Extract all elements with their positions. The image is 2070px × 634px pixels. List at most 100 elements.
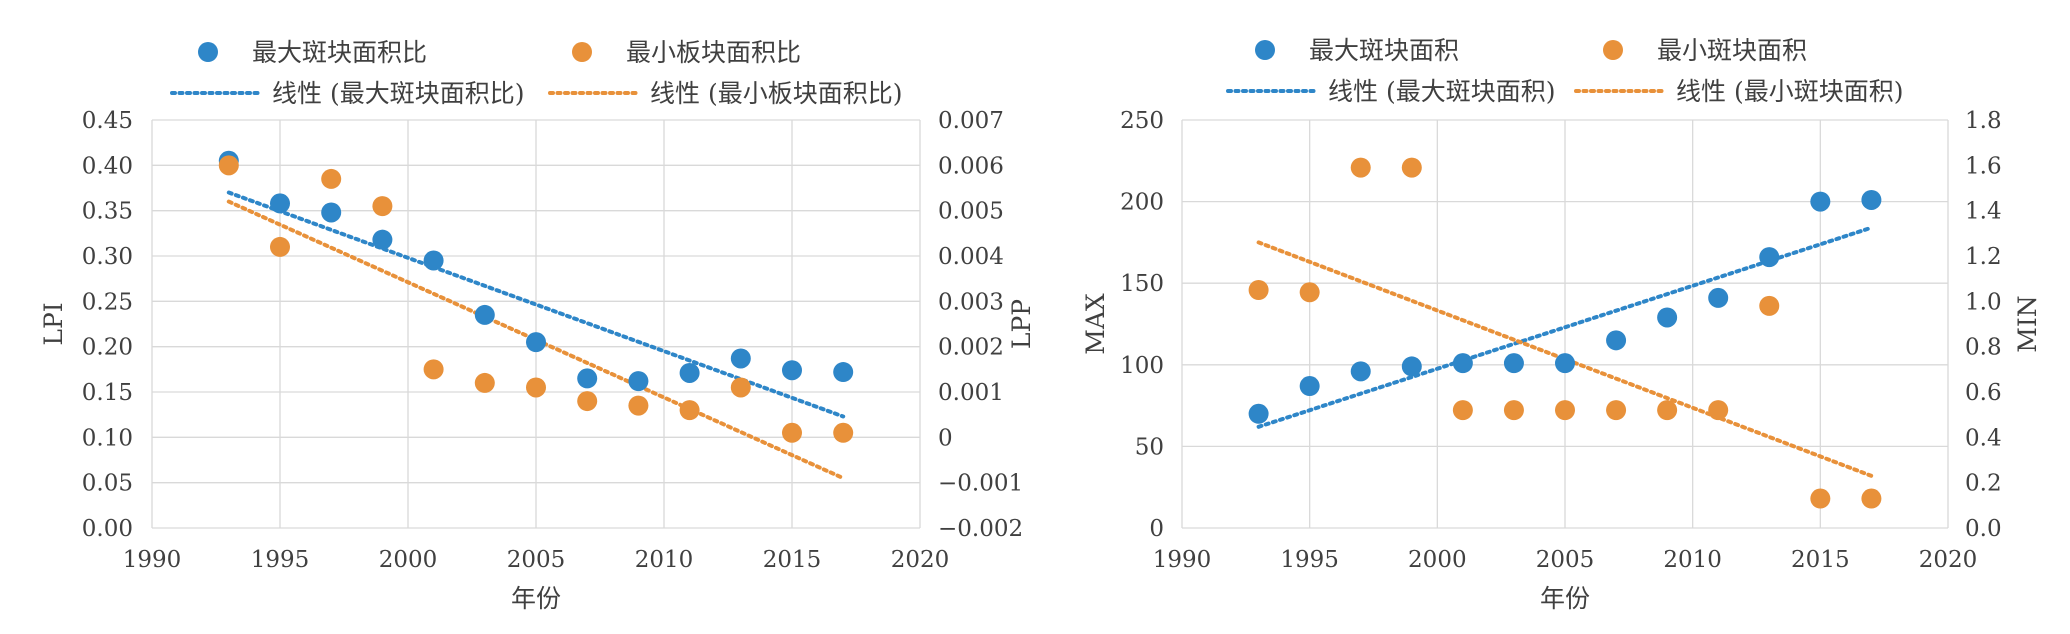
x-tick-label: 2020	[891, 547, 950, 573]
legend-label: 线性 (最小斑块面积)	[1676, 77, 1903, 106]
y2-axis-title: MIN	[2013, 295, 2042, 352]
trendline-min	[1256, 240, 1874, 478]
y-tick-label: 0.35	[82, 199, 133, 225]
data-point-min	[1810, 488, 1831, 509]
data-point-min	[577, 391, 598, 412]
legend-marker	[572, 42, 592, 62]
legend-label: 最大斑块面积	[1309, 36, 1459, 65]
data-point-max	[1708, 287, 1729, 308]
legend-label: 最小板块面积比	[626, 38, 801, 67]
y2-tick-label: 0.2	[1965, 471, 2002, 497]
y2-tick-label: 0.006	[938, 153, 1004, 179]
data-point-min	[218, 155, 239, 176]
y-tick-label: 0.00	[82, 516, 133, 542]
data-point-max	[1861, 189, 1882, 210]
data-point-min	[730, 377, 751, 398]
y-tick-label: 0.30	[82, 244, 133, 270]
y-tick-label: 150	[1120, 271, 1164, 297]
x-tick-label: 2020	[1919, 547, 1978, 573]
data-point-max	[1350, 361, 1371, 382]
data-point-max	[577, 368, 598, 389]
data-point-max	[782, 360, 802, 381]
data-point-max	[679, 362, 700, 383]
x-tick-label: 2010	[635, 547, 694, 573]
data-point-min	[1401, 157, 1422, 178]
y-tick-label: 0.15	[82, 380, 133, 406]
chart-2: 0 50 100 150 200 250 1990 1995 2000 2005 2010 2015 2…	[1081, 36, 2042, 613]
data-point-min	[679, 400, 700, 421]
y-axis-title: LPI	[39, 302, 68, 345]
y-tick-label: 50	[1135, 434, 1164, 460]
y2-tick-label: 1.0	[1965, 289, 2002, 315]
y-tick-label: 0.45	[82, 108, 133, 134]
data-point-min	[833, 422, 854, 443]
y2-tick-label: 0.4	[1965, 425, 2002, 451]
y-tick-label: 0.25	[82, 289, 133, 315]
data-point-max	[526, 332, 546, 353]
legend-label: 最小斑块面积	[1657, 36, 1807, 65]
y-tick-label: 100	[1120, 353, 1164, 379]
data-point-max	[270, 193, 290, 214]
y2-tick-label: 0.8	[1965, 335, 2002, 361]
y-tick-label: 0.40	[82, 153, 133, 179]
x-tick-label: 2005	[507, 547, 566, 573]
y2-tick-label: 1.2	[1965, 244, 2002, 270]
data-point-min	[1759, 295, 1780, 316]
data-point-max	[1555, 353, 1575, 374]
y2-tick-label: 0.0	[1965, 516, 2002, 542]
data-point-min	[1657, 400, 1678, 421]
data-point-max	[1810, 191, 1831, 212]
x-tick-label: 2000	[379, 547, 438, 573]
x-tick-label: 2000	[1408, 547, 1467, 573]
y2-tick-label: 0.003	[938, 289, 1004, 315]
data-point-max	[1248, 403, 1269, 424]
x-tick-label: 2005	[1536, 547, 1595, 573]
data-point-min	[1452, 400, 1473, 421]
x-tick-label: 1990	[123, 547, 182, 573]
data-point-max	[1759, 247, 1780, 268]
x-tick-label: 2010	[1663, 547, 1722, 573]
data-point-min	[423, 359, 444, 380]
data-point-min	[1248, 280, 1269, 300]
y2-tick-label: 1.8	[1965, 108, 2002, 134]
legend-marker	[198, 42, 218, 62]
y2-tick-label: 0.6	[1965, 380, 2002, 406]
data-point-max	[1503, 353, 1524, 374]
data-point-min	[372, 196, 393, 217]
y2-tick-label: 0.001	[938, 380, 1004, 406]
x-tick-label: 1990	[1153, 547, 1212, 573]
data-point-max	[1452, 353, 1473, 374]
data-point-min	[1555, 400, 1575, 421]
data-point-max	[1401, 356, 1422, 377]
data-point-max	[321, 202, 342, 223]
y-tick-label: 0.20	[82, 335, 133, 361]
data-point-max	[1299, 376, 1320, 397]
data-point-max	[423, 250, 444, 271]
data-point-max	[730, 348, 751, 369]
y-axis-title: MAX	[1081, 293, 1110, 355]
data-point-max	[1606, 330, 1627, 351]
x-tick-label: 2015	[1791, 547, 1850, 573]
data-point-min	[270, 236, 290, 257]
data-point-min	[526, 377, 546, 398]
y2-tick-label: 1.6	[1965, 153, 2002, 179]
data-point-min	[1861, 488, 1882, 509]
data-point-min	[1503, 400, 1524, 421]
legend-label: 线性 (最大斑块面积比)	[272, 79, 524, 108]
data-point-max	[474, 304, 495, 325]
x-axis-title: 年份	[511, 584, 561, 613]
legend-marker	[1255, 40, 1275, 60]
legend-label: 线性 (最小板块面积比)	[650, 79, 902, 108]
data-point-max	[1657, 307, 1678, 328]
data-point-min	[1350, 157, 1371, 178]
y2-tick-label: 0.005	[938, 199, 1004, 225]
data-point-min	[628, 395, 649, 416]
y2-tick-label: 0	[938, 425, 953, 451]
legend-marker	[1603, 40, 1623, 60]
y2-tick-label: 0.002	[938, 335, 1004, 361]
data-point-min	[1708, 400, 1729, 421]
data-point-max	[833, 362, 854, 383]
data-point-max	[628, 371, 649, 392]
y-tick-label: 200	[1120, 190, 1164, 216]
